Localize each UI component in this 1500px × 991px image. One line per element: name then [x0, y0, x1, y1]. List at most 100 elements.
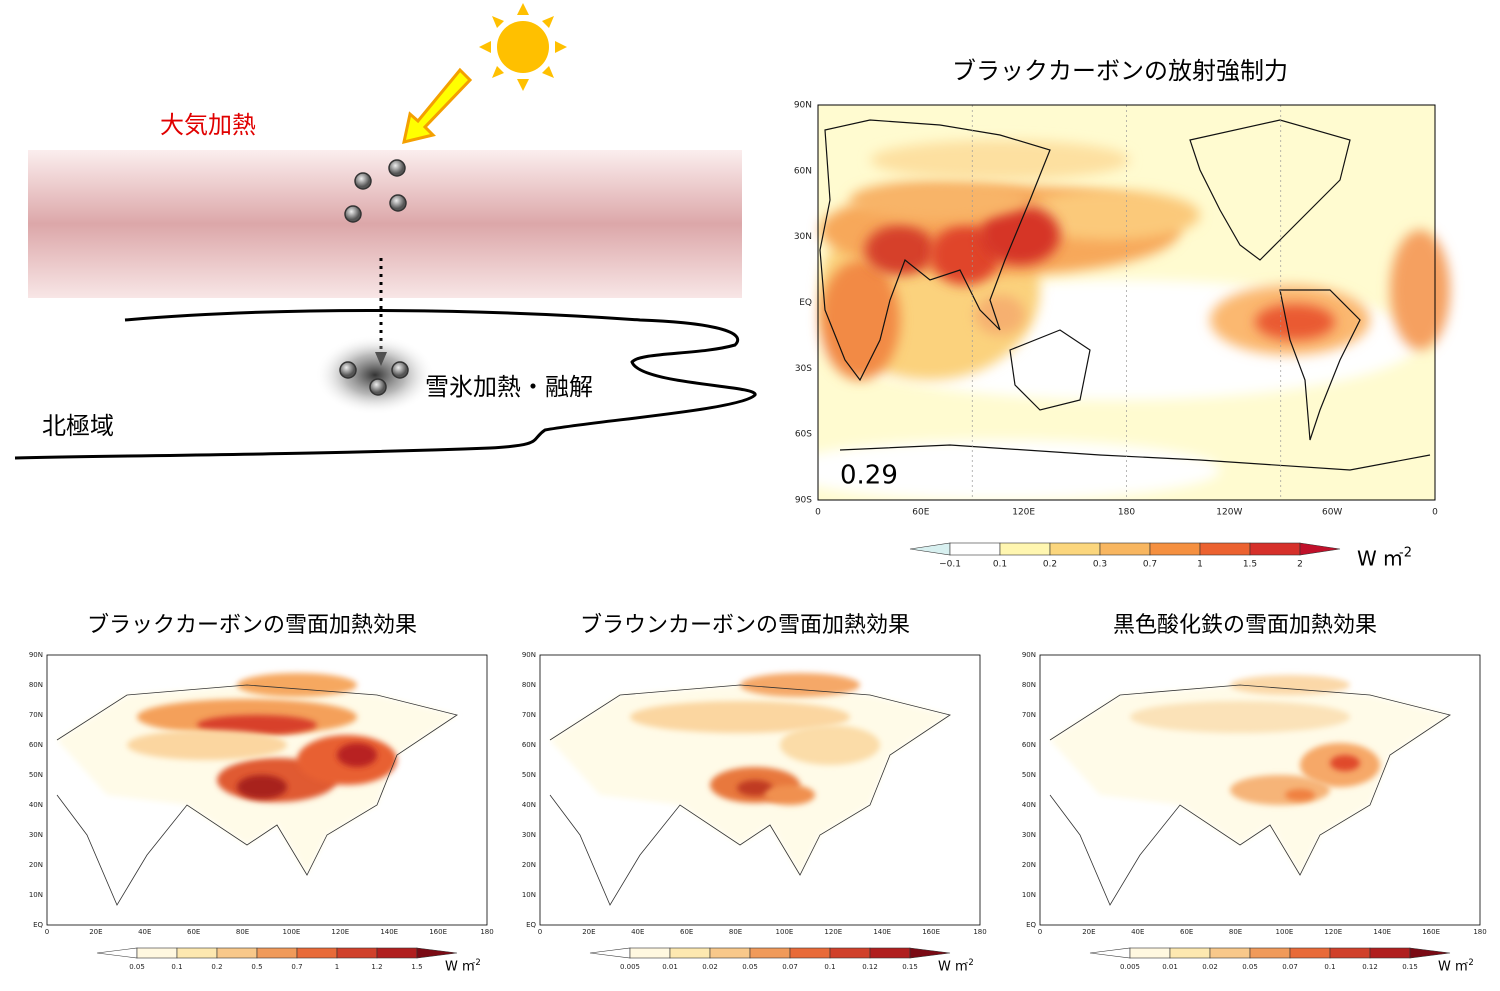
x-tick-label: 100E — [1276, 928, 1294, 936]
y-tick-label: 90S — [795, 496, 812, 506]
map-frame — [817, 104, 1436, 501]
colorbar-cell — [1329, 947, 1371, 959]
y-tick-label: 30N — [794, 232, 812, 242]
colorbar-unit-exponent: -2 — [965, 957, 973, 967]
y-tick-label: 90N — [522, 651, 536, 659]
colorbar-cell — [1369, 947, 1411, 959]
heating-region — [630, 701, 850, 733]
x-tick-label: 60E — [680, 928, 693, 936]
global-mean: 0.29 — [840, 461, 898, 491]
heating-region — [127, 730, 287, 760]
colorbar-high — [909, 947, 951, 959]
colorbar-cell — [999, 542, 1051, 556]
heating-region — [197, 715, 317, 735]
colorbar-unit-exponent: -2 — [1465, 957, 1473, 967]
colorbar-cell — [669, 947, 711, 959]
colorbar-label: 1.5 — [1243, 560, 1257, 570]
colorbar-label: 0.15 — [902, 963, 918, 971]
coastline — [1279, 289, 1361, 441]
colorbar-label: 0.02 — [1202, 963, 1218, 971]
colorbar-high — [416, 947, 458, 959]
y-tick-label: 10N — [1022, 891, 1036, 899]
x-tick-label: 60E — [1180, 928, 1193, 936]
coastline — [549, 684, 951, 906]
x-tick-label: 20E — [582, 928, 595, 936]
colorbar-cell — [1289, 947, 1331, 959]
coastline — [1049, 684, 1451, 906]
y-tick-label: 40N — [1022, 801, 1036, 809]
colorbar-label: 0.05 — [129, 963, 145, 971]
colorbar-cell — [1209, 947, 1251, 959]
x-tick-label: 60E — [187, 928, 200, 936]
colorbar-label: 0.1 — [171, 963, 182, 971]
colorbar-unit: W m — [938, 960, 968, 975]
colorbar-label: 0.1 — [1324, 963, 1335, 971]
colorbar-low — [1089, 947, 1131, 959]
map-frame — [46, 654, 488, 926]
x-tick-label: 100E — [776, 928, 794, 936]
y-tick-label: 30N — [522, 831, 536, 839]
colorbar-label: 0.07 — [782, 963, 798, 971]
y-tick-label: 70N — [29, 711, 43, 719]
dark-snow — [315, 335, 435, 415]
y-tick-label: 80N — [522, 681, 536, 689]
x-tick-label: 120E — [824, 928, 842, 936]
snow-label: 雪氷加熱・融解 — [425, 373, 593, 401]
colorbar-label: −0.1 — [939, 560, 961, 570]
x-tick-label: 140E — [873, 928, 891, 936]
colorbar-cell — [789, 947, 831, 959]
x-tick-label: 120E — [1012, 508, 1035, 518]
heating-region — [780, 725, 880, 765]
colorbar-label: 1.2 — [371, 963, 382, 971]
heating-region — [765, 785, 815, 805]
x-tick-label: 100E — [283, 928, 301, 936]
diagram: 大気加熱 雪氷加熱・融解 北極域 — [14, 3, 757, 460]
colorbar-unit: W m — [1357, 547, 1403, 571]
y-tick-label: 50N — [522, 771, 536, 779]
y-tick-label: 10N — [29, 891, 43, 899]
colorbar-unit: W m — [445, 960, 475, 975]
colorbar-high — [1299, 542, 1341, 556]
colorbar-label: 0.2 — [1043, 560, 1057, 570]
colorbar-cell — [176, 947, 218, 959]
colorbar-cell — [1249, 947, 1291, 959]
y-tick-label: 60N — [29, 741, 43, 749]
forcing-region — [870, 140, 1130, 180]
y-tick-label: 20N — [1022, 861, 1036, 869]
colorbar-label: 0.12 — [1362, 963, 1378, 971]
panel-title: ブラックカーボンの雪面加熱効果 — [87, 613, 417, 638]
panel-title: 黒色酸化鉄の雪面加熱効果 — [1113, 613, 1377, 638]
forcing-region — [975, 295, 1025, 335]
colorbar-cell — [136, 947, 178, 959]
colorbar-cell — [1129, 947, 1171, 959]
colorbar-cell — [256, 947, 298, 959]
y-tick-label: 30N — [29, 831, 43, 839]
y-tick-label: 60S — [795, 430, 812, 440]
x-tick-label: 40E — [138, 928, 151, 936]
colorbar-cell — [216, 947, 258, 959]
x-tick-label: 20E — [89, 928, 102, 936]
y-tick-label: 60N — [794, 166, 812, 176]
colorbar-cell — [829, 947, 871, 959]
colorbar-cell — [1249, 542, 1301, 556]
colorbar-label: 0.02 — [702, 963, 718, 971]
coastline — [56, 684, 458, 906]
heating-region — [1285, 789, 1315, 801]
colorbar-label: 0.01 — [1162, 963, 1178, 971]
colorbar-label: 2 — [1297, 560, 1303, 570]
colorbar-low — [909, 542, 951, 556]
colorbar-label: 0.05 — [1242, 963, 1258, 971]
x-tick-label: 20E — [1082, 928, 1095, 936]
colorbar-label: 0.7 — [1143, 560, 1157, 570]
x-tick-label: 80E — [1229, 928, 1242, 936]
colorbar-label: 1 — [335, 963, 339, 971]
y-tick-label: 30S — [795, 364, 812, 374]
y-tick-label: EQ — [526, 921, 536, 929]
x-tick-label: 80E — [236, 928, 249, 936]
colorbar-label: 0.05 — [742, 963, 758, 971]
colorbar-cell — [1149, 542, 1201, 556]
heating-region — [237, 775, 287, 799]
colorbar-label: 0.15 — [1402, 963, 1418, 971]
arctic-label: 北極域 — [42, 412, 114, 440]
